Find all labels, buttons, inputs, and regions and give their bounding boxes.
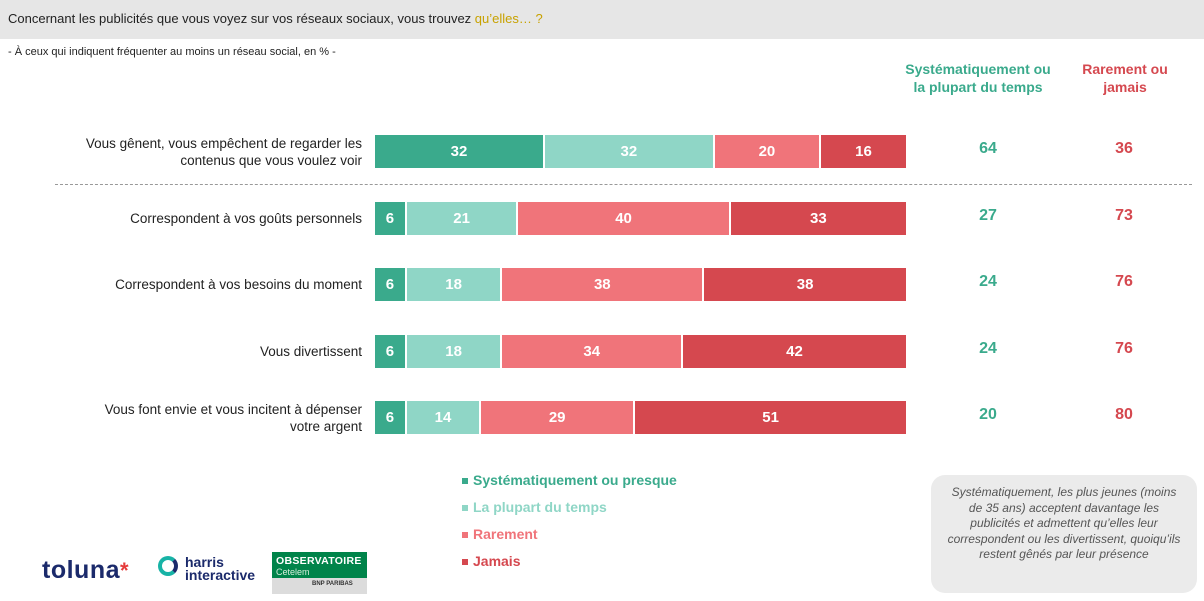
bar-segment: 40 [518, 202, 729, 235]
row-label: Correspondent à vos besoins du moment [115, 277, 362, 292]
total-negative: 76 [1115, 273, 1133, 290]
question-accent: qu’elles… ? [474, 11, 543, 26]
legend-swatch [462, 478, 468, 485]
total-positive: 20 [979, 406, 997, 423]
row-label: Correspondent à vos goûts personnels [130, 211, 362, 226]
note-box: Systématiquement, les plus jeunes (moins… [931, 475, 1197, 593]
bar-segment: 6 [375, 335, 405, 368]
observatoire-cetelem-logo: OBSERVATOIRE Cetelem BNP PARIBAS [272, 552, 367, 594]
subtitle: - À ceux qui indiquent fréquenter au moi… [8, 46, 336, 58]
legend-swatch [462, 505, 468, 512]
toluna-star-icon: * [120, 558, 130, 583]
legend-swatch [462, 559, 468, 566]
bar-segment: 16 [821, 135, 906, 168]
harris-ring-icon [158, 556, 178, 576]
bar-segment: 34 [502, 335, 681, 368]
total-positive: 27 [979, 207, 997, 224]
question-text: Concernant les publicités que vous voyez… [8, 11, 543, 26]
bar-segment: 33 [730, 202, 906, 235]
toluna-logo: toluna* [42, 556, 130, 584]
row-label: Vous font envie et vous incitent à dépen… [104, 401, 362, 434]
bar-segment: 6 [375, 268, 405, 301]
legend-item: Jamais [462, 553, 520, 569]
bar-segment: 42 [682, 335, 906, 368]
bar-segment: 38 [704, 268, 906, 301]
bar-segment: 21 [406, 202, 517, 235]
total-negative: 36 [1115, 140, 1133, 157]
legend-item: La plupart du temps [462, 499, 607, 515]
column-header-negative: Rarement ou jamais [1082, 61, 1168, 95]
legend-item: Systématiquement ou presque [462, 472, 677, 488]
total-negative: 80 [1115, 406, 1133, 423]
bar-segment: 32 [375, 135, 543, 168]
total-positive: 24 [979, 340, 997, 357]
bar-segment: 6 [375, 401, 405, 434]
bar-segment: 14 [406, 401, 480, 434]
total-positive: 24 [979, 273, 997, 290]
bar-segment: 20 [714, 135, 820, 168]
bar-segment: 6 [375, 202, 405, 235]
row-label: Vous gênent, vous empêchent de regarder … [85, 135, 362, 168]
row-label: Vous divertissent [259, 344, 362, 359]
bar-segment: 32 [544, 135, 713, 168]
total-negative: 76 [1115, 340, 1133, 357]
divider-line [55, 184, 1192, 185]
bar-segment: 29 [481, 401, 634, 434]
column-header-positive: Systématiquement ou la plupart du temps [905, 61, 1051, 95]
legend-item: Rarement [462, 526, 538, 542]
bar-segment: 38 [502, 268, 703, 301]
bar-segment: 18 [406, 335, 501, 368]
legend-swatch [462, 532, 468, 539]
total-positive: 64 [979, 140, 997, 157]
bar-segment: 18 [406, 268, 501, 301]
bar-segment: 51 [635, 401, 906, 434]
total-negative: 73 [1115, 207, 1133, 224]
question-banner: Concernant les publicités que vous voyez… [0, 0, 1204, 39]
